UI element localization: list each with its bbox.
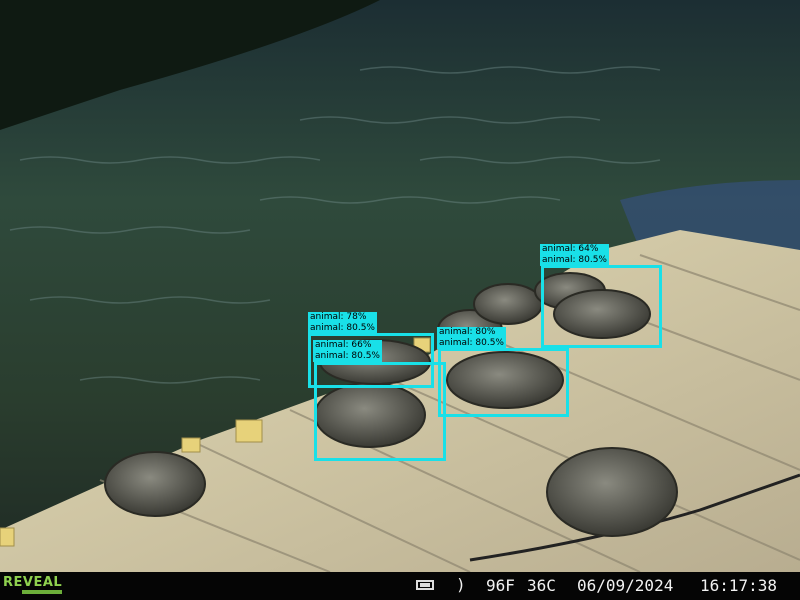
turtle-left	[104, 451, 206, 517]
turtle-right	[553, 289, 651, 339]
detection-label: animal: 78% animal: 80.5%	[308, 312, 377, 334]
brand-logo: REVEAL	[3, 575, 63, 590]
detection-box	[314, 362, 446, 461]
turtle-center	[446, 351, 564, 409]
photo-scene	[0, 0, 800, 572]
temperature-f: 96F	[486, 576, 515, 595]
detection-label: animal: 80% animal: 80.5%	[437, 327, 506, 349]
detection-box	[308, 333, 434, 388]
date: 06/09/2024	[577, 576, 674, 595]
detection-label: animal: 64% animal: 80.5%	[540, 244, 609, 266]
temperature-c: 36C	[527, 576, 556, 595]
turtle-group	[104, 272, 678, 537]
brand-underline	[22, 590, 62, 594]
time: 16:17:38	[700, 576, 778, 595]
turtle-back-center-2	[473, 283, 543, 325]
moon-phase-icon: )	[456, 575, 466, 594]
camera-info-bar: REVEAL ) 96F 36C 06/09/2024 16:17:38	[0, 572, 800, 600]
detection-label: animal: 66% animal: 80.5%	[313, 340, 382, 362]
turtle-front-right	[546, 447, 678, 537]
battery-icon	[416, 580, 434, 590]
detection-box	[541, 265, 662, 348]
detection-box	[438, 348, 569, 417]
